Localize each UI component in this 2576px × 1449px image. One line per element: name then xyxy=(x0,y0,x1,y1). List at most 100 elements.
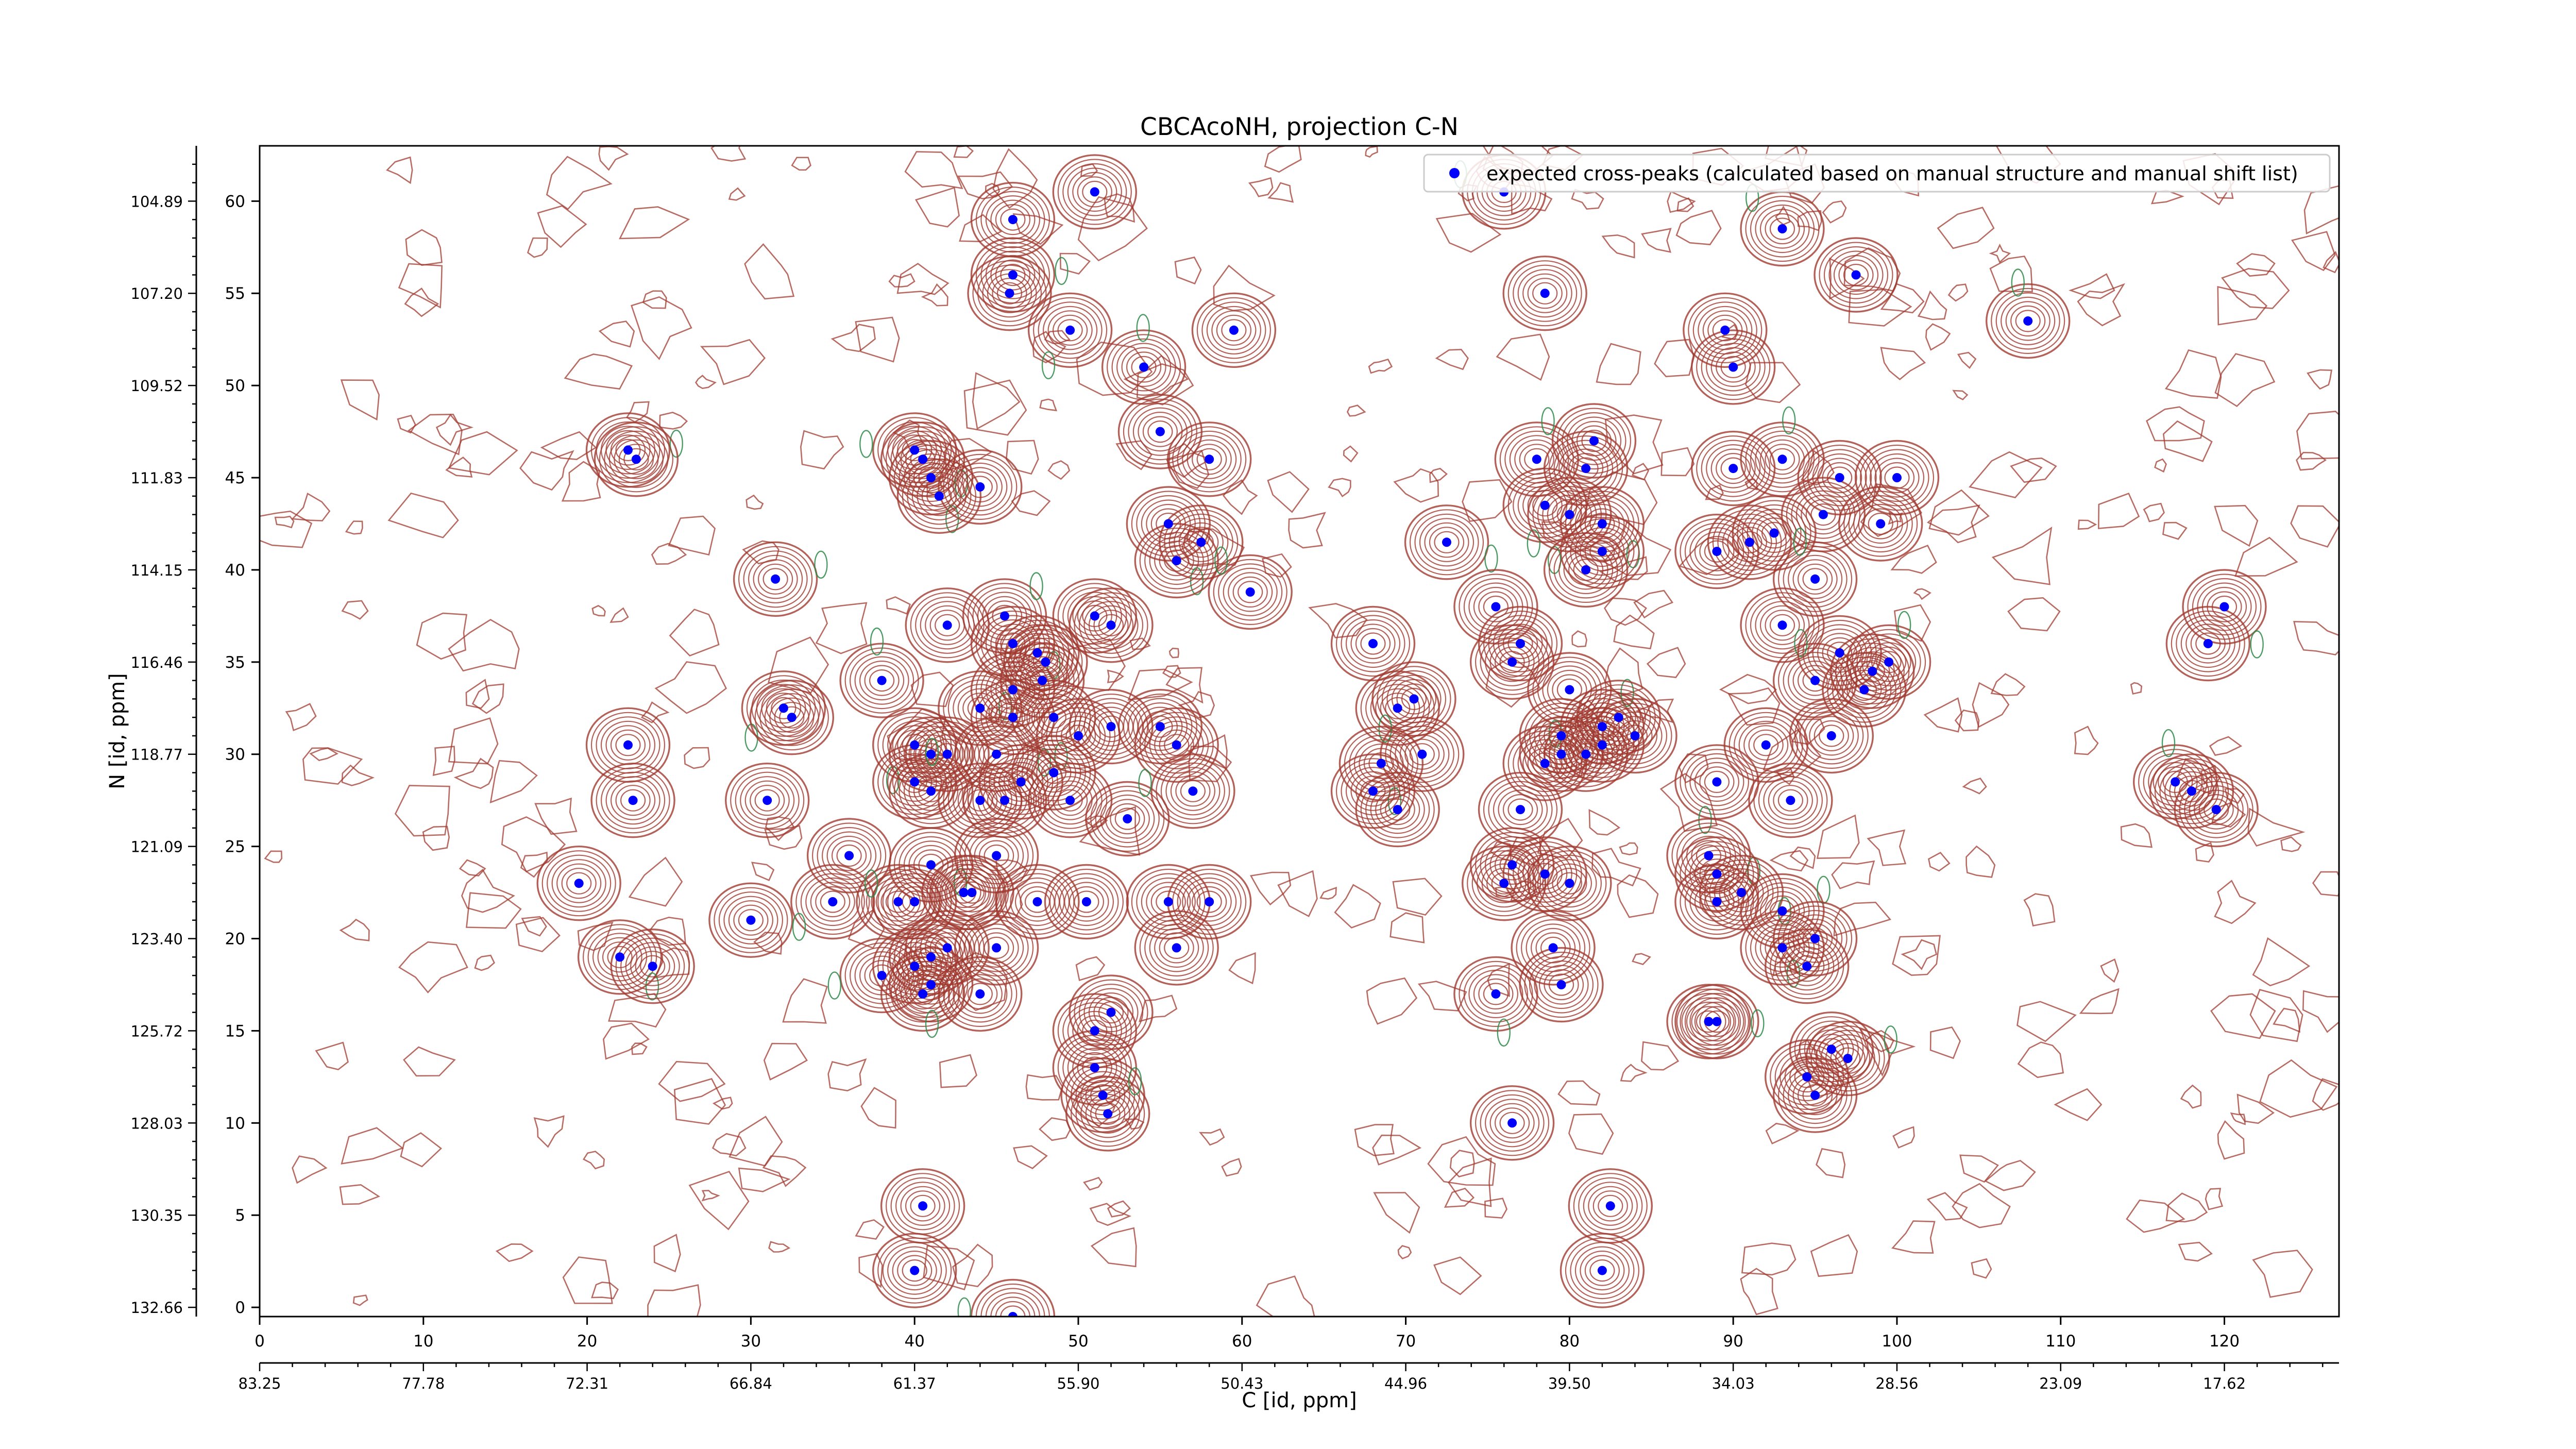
peak-contour xyxy=(907,467,972,525)
noise-contour xyxy=(519,450,574,491)
peak-contour xyxy=(817,827,882,885)
peak-contour xyxy=(1201,301,1266,359)
noise-contour xyxy=(432,746,455,776)
peak-contour xyxy=(974,928,1019,968)
noise-contour xyxy=(1267,182,1294,203)
peak-contour xyxy=(918,973,944,996)
noise-contour xyxy=(1947,283,1969,302)
peak-contour xyxy=(1335,758,1411,824)
cross-peak-point xyxy=(1597,722,1607,732)
noise-contour xyxy=(1012,213,1064,245)
peak-contour xyxy=(1565,1237,1639,1304)
peak-contour xyxy=(970,237,1056,313)
negative-contour xyxy=(925,1009,939,1038)
y2-tick-label: 118.77 xyxy=(131,746,183,764)
noise-contour xyxy=(1174,256,1202,285)
noise-contour xyxy=(1632,953,1651,965)
noise-contour xyxy=(1393,468,1439,503)
negative-contour xyxy=(1897,611,1911,639)
peak-contour xyxy=(1074,592,1148,659)
peak-contour xyxy=(1350,771,1396,811)
noise-contour xyxy=(1893,604,1931,642)
cross-peak-point xyxy=(1704,1017,1714,1026)
peak-contour xyxy=(1558,444,1614,493)
noise-contour xyxy=(1372,1134,1422,1166)
peak-contour xyxy=(615,439,641,462)
peak-contour xyxy=(1745,195,1820,262)
peak-contour xyxy=(1178,522,1224,562)
peak-contour xyxy=(1756,517,1792,549)
peak-contour xyxy=(610,928,695,1004)
cross-peak-point xyxy=(1008,1312,1018,1317)
peak-contour xyxy=(1750,596,1815,654)
noise-contour xyxy=(1429,467,1448,483)
noise-contour xyxy=(2307,369,2333,390)
peak-contour xyxy=(1131,356,1157,379)
x-tick-label: 90 xyxy=(1723,1332,1743,1351)
peak-contour xyxy=(854,656,909,705)
peak-contour xyxy=(1483,983,1509,1005)
noise-contour xyxy=(1168,647,1179,659)
peak-contour xyxy=(1584,508,1620,540)
noise-contour xyxy=(2252,1250,2313,1298)
noise-contour xyxy=(1619,842,1638,855)
peak-contour xyxy=(1139,915,1214,981)
noise-contour xyxy=(1571,189,1604,210)
y-tick-label: 45 xyxy=(225,469,245,487)
peak-contour xyxy=(1763,776,1818,825)
peak-contour xyxy=(1156,758,1230,824)
peak-contour xyxy=(877,1237,952,1304)
peak-contour xyxy=(969,923,1024,972)
cross-peak-point xyxy=(1090,611,1099,621)
noise-contour xyxy=(315,1041,349,1071)
peak-contour xyxy=(1074,890,1099,913)
noise-contour xyxy=(712,1097,733,1110)
cross-peak-point xyxy=(787,713,796,722)
peak-contour xyxy=(897,1255,933,1286)
peak-contour xyxy=(895,1182,951,1231)
x-axis-secondary: 83.25 77.78 72.31 66.84 61.37 55.90 50.43 44.96… xyxy=(238,1362,2339,1392)
cross-peak-point xyxy=(1810,1090,1820,1100)
noise-contour xyxy=(631,1042,648,1055)
peak-contour xyxy=(620,937,685,995)
noise-contour xyxy=(407,413,463,456)
noise-contour xyxy=(710,146,747,162)
peak-contour xyxy=(1699,886,1735,918)
peak-contour xyxy=(1991,288,2065,355)
peak-contour xyxy=(750,785,785,816)
negative-contour xyxy=(1214,546,1228,575)
peak-contour xyxy=(1134,707,1219,783)
peak-contour xyxy=(2185,624,2231,664)
peak-contour xyxy=(754,789,780,812)
peak-contour xyxy=(1743,725,1789,765)
noise-contour xyxy=(1596,343,1641,385)
peak-contour xyxy=(893,444,969,511)
peak-contour xyxy=(908,771,954,811)
peak-contour xyxy=(1150,753,1235,829)
noise-contour xyxy=(1178,690,1215,719)
noise-contour xyxy=(1962,778,1987,795)
peak-contour xyxy=(1174,518,1229,567)
cross-peak-point xyxy=(1196,537,1206,547)
peak-contour xyxy=(1385,721,1460,787)
cross-peak-point xyxy=(1614,713,1623,722)
peak-contour xyxy=(1543,532,1629,608)
noise-contour xyxy=(2293,620,2339,656)
noise-contour xyxy=(1604,597,1648,626)
peak-contour xyxy=(1507,841,1582,907)
peak-contour xyxy=(1759,891,1805,931)
cross-peak-point xyxy=(1851,270,1861,280)
noise-contour xyxy=(2312,871,2339,897)
noise-contour xyxy=(1223,479,1258,515)
noise-contour xyxy=(422,825,450,851)
peak-contour xyxy=(779,706,805,729)
peak-contour xyxy=(2189,785,2244,834)
peak-contour xyxy=(771,697,796,719)
cross-peak-point xyxy=(1540,759,1550,768)
peak-contour xyxy=(908,965,954,1005)
cross-peak-point xyxy=(1892,473,1902,482)
noise-contour xyxy=(1435,348,1469,370)
peak-contour xyxy=(856,864,941,940)
cross-peak-point xyxy=(1376,759,1386,768)
peak-contour xyxy=(1003,766,1039,798)
